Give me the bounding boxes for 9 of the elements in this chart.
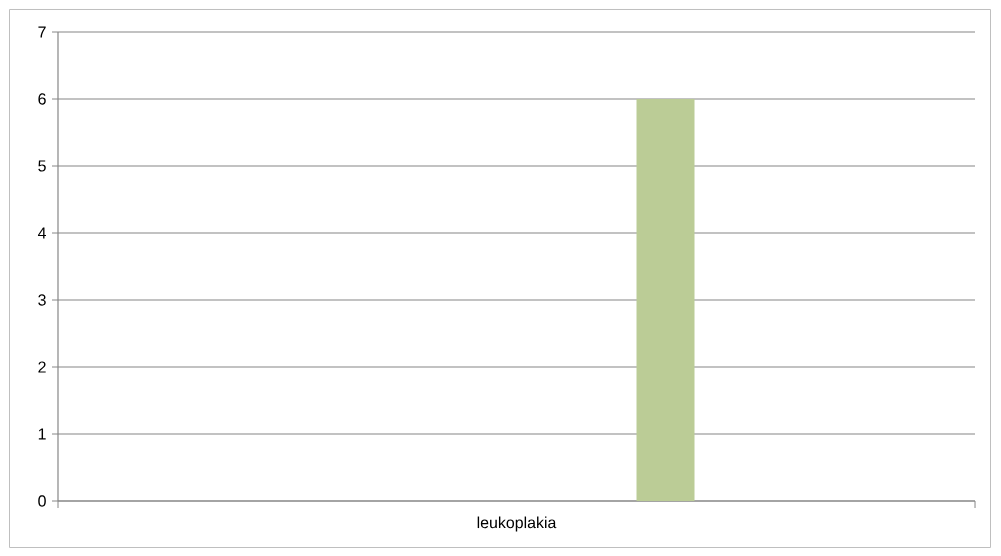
y-tick-label: 3 [38, 294, 46, 306]
x-tick-label: leukoplakia [477, 516, 557, 532]
y-tick-label: 2 [38, 361, 46, 373]
y-tick-label: 6 [38, 93, 46, 105]
y-tick-label: 4 [37, 227, 47, 239]
y-tick-label: 1 [38, 428, 46, 440]
y-tick-label: 7 [38, 26, 46, 38]
y-tick-label: 5 [38, 160, 46, 172]
y-tick-label: 0 [38, 495, 46, 507]
